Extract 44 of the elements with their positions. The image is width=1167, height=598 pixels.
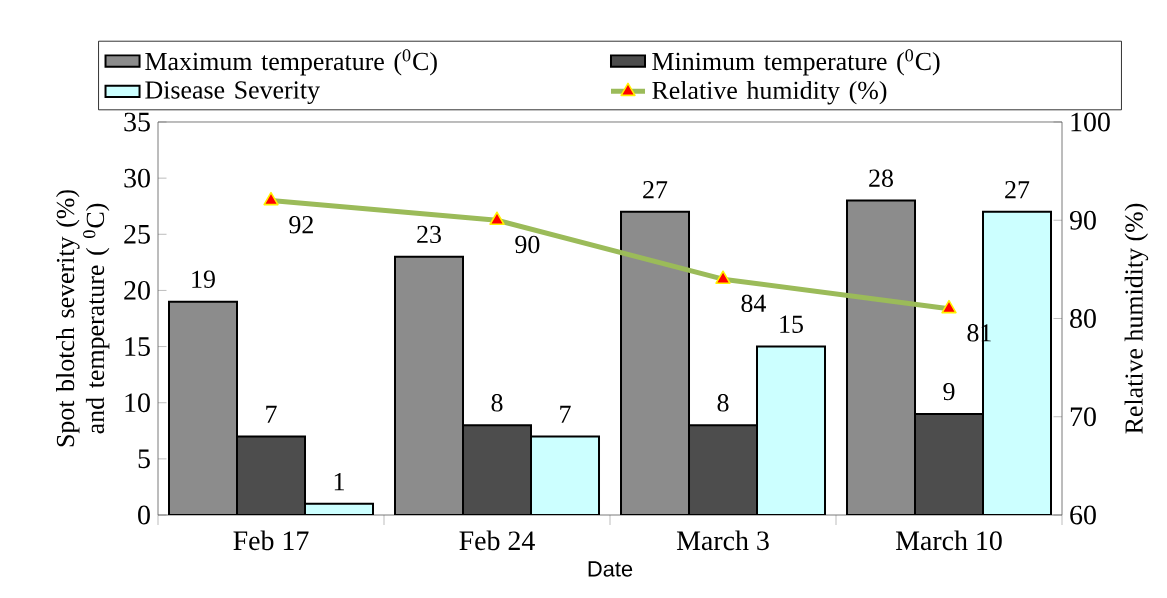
y-tick-label: 15 [125, 337, 150, 356]
y2-tick-label: 100 [1071, 112, 1110, 132]
data-label: 28 [869, 169, 893, 187]
data-label: 84 [741, 294, 766, 313]
x-tick-label: March 3 [676, 530, 769, 551]
legend-label: Disease Severity [145, 81, 320, 105]
y2-tick-label: 80 [1070, 309, 1096, 328]
legend-label: Relative humidity (%) [652, 80, 887, 105]
data-label: 15 [780, 315, 803, 333]
y2-tick-label: 60 [1070, 505, 1096, 525]
data-label: 92 [289, 216, 313, 234]
data-label: 27 [1005, 181, 1030, 199]
bar [530, 435, 601, 515]
y-tick-label: 0 [138, 505, 150, 525]
legend-label: Maximum temperature ($^{0}$C) [145, 49, 437, 76]
data-label: 7 [266, 405, 277, 423]
data-label: 8 [491, 394, 503, 412]
y2-axis-title: Relative humidity (%) [1124, 203, 1149, 434]
x-tick-label: March 10 [895, 530, 1002, 551]
y-tick-label: 20 [124, 281, 150, 300]
bar [846, 199, 917, 515]
y-tick-label: 10 [125, 393, 150, 413]
legend-label: Minimum temperature ($^{0}$C) [652, 49, 940, 76]
y-tick-label: 5 [138, 449, 150, 469]
data-label: 7 [560, 405, 571, 423]
data-label: 19 [192, 270, 215, 289]
x-tick-label: Feb 17 [233, 530, 309, 551]
y-tick-label: 25 [124, 224, 150, 244]
y2-tick-label: 70 [1070, 407, 1096, 427]
bar [168, 300, 238, 515]
y-tick-label: 35 [124, 112, 150, 132]
data-label: 8 [717, 394, 729, 412]
bar [620, 210, 691, 515]
bar [756, 345, 827, 515]
data-label: 90 [515, 235, 540, 254]
bar [394, 255, 465, 515]
x-tick-label: Feb 24 [459, 530, 535, 551]
x-axis-title: Date [588, 561, 633, 577]
y2-tick-label: 90 [1069, 210, 1096, 230]
data-label: 27 [643, 181, 668, 199]
data-label: 1 [334, 473, 344, 491]
data-label: 9 [943, 382, 955, 401]
data-label: 23 [417, 225, 441, 244]
y-tick-label: 30 [124, 168, 150, 188]
